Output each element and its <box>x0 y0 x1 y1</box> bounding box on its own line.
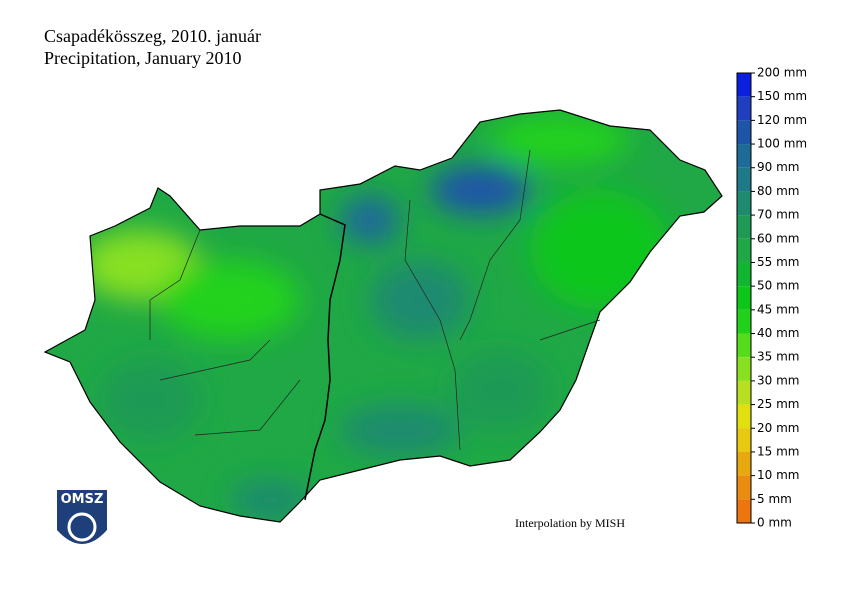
colorbar-label: 45 mm <box>757 302 799 316</box>
colorbar-band <box>737 451 751 476</box>
colorbar-frame <box>736 72 752 524</box>
colorbar-band <box>737 262 751 287</box>
colorbar-label: 20 mm <box>757 421 799 435</box>
colorbar-label: 15 mm <box>757 444 799 458</box>
colorbar-band <box>737 475 751 500</box>
colorbar-band <box>737 73 751 97</box>
colorbar-band <box>737 191 751 216</box>
colorbar-label: 120 mm <box>757 113 807 127</box>
colorbar-band <box>737 380 751 405</box>
logo-text: OMSZ <box>61 492 104 507</box>
colorbar-band <box>737 215 751 239</box>
colorbar-label: 40 mm <box>757 326 799 340</box>
danube <box>304 213 346 501</box>
colorbar-band <box>737 333 751 358</box>
colorbar-band <box>737 499 751 523</box>
colorbar-label: 80 mm <box>757 184 799 198</box>
colorbar-label: 55 mm <box>757 255 799 269</box>
colorbar-band <box>737 428 751 452</box>
colorbar-label: 60 mm <box>757 231 799 245</box>
colorbar-label: 10 mm <box>757 468 799 482</box>
colorbar-band <box>737 120 751 145</box>
credit: Interpolation by MISH <box>515 516 625 530</box>
colorbar-band <box>737 286 751 310</box>
county-borders <box>149 149 601 451</box>
colorbar-band <box>737 309 751 334</box>
colorbar-label: 35 mm <box>757 350 799 364</box>
colorbar-band <box>737 357 751 381</box>
colorbar-label: 150 mm <box>757 89 807 103</box>
colorbar-label: 50 mm <box>757 279 799 293</box>
omsz-logo: OMSZ <box>57 490 107 544</box>
colorbar-label: 100 mm <box>757 137 807 151</box>
colorbar-band <box>737 404 751 429</box>
colorbar-band <box>737 144 751 168</box>
colorbar-band <box>737 238 751 263</box>
colorbar-label: 25 mm <box>757 397 799 411</box>
title-hungarian: Csapadékösszeg, 2010. január <box>44 26 261 46</box>
colorbar-label: 0 mm <box>757 516 792 530</box>
colorbar-label: 90 mm <box>757 160 799 174</box>
colorbar: 200 mm 150 mm 120 mm 100 mm 90 mm 80 mm 70 mm 6… <box>736 66 807 530</box>
colorbar-label: 70 mm <box>757 208 799 222</box>
colorbar-label: 200 mm <box>757 66 807 80</box>
title-english: Precipitation, January 2010 <box>44 48 241 68</box>
colorbar-label: 5 mm <box>757 492 792 506</box>
colorbar-band <box>737 96 751 121</box>
colorbar-band <box>737 167 751 192</box>
colorbar-label: 30 mm <box>757 373 799 387</box>
